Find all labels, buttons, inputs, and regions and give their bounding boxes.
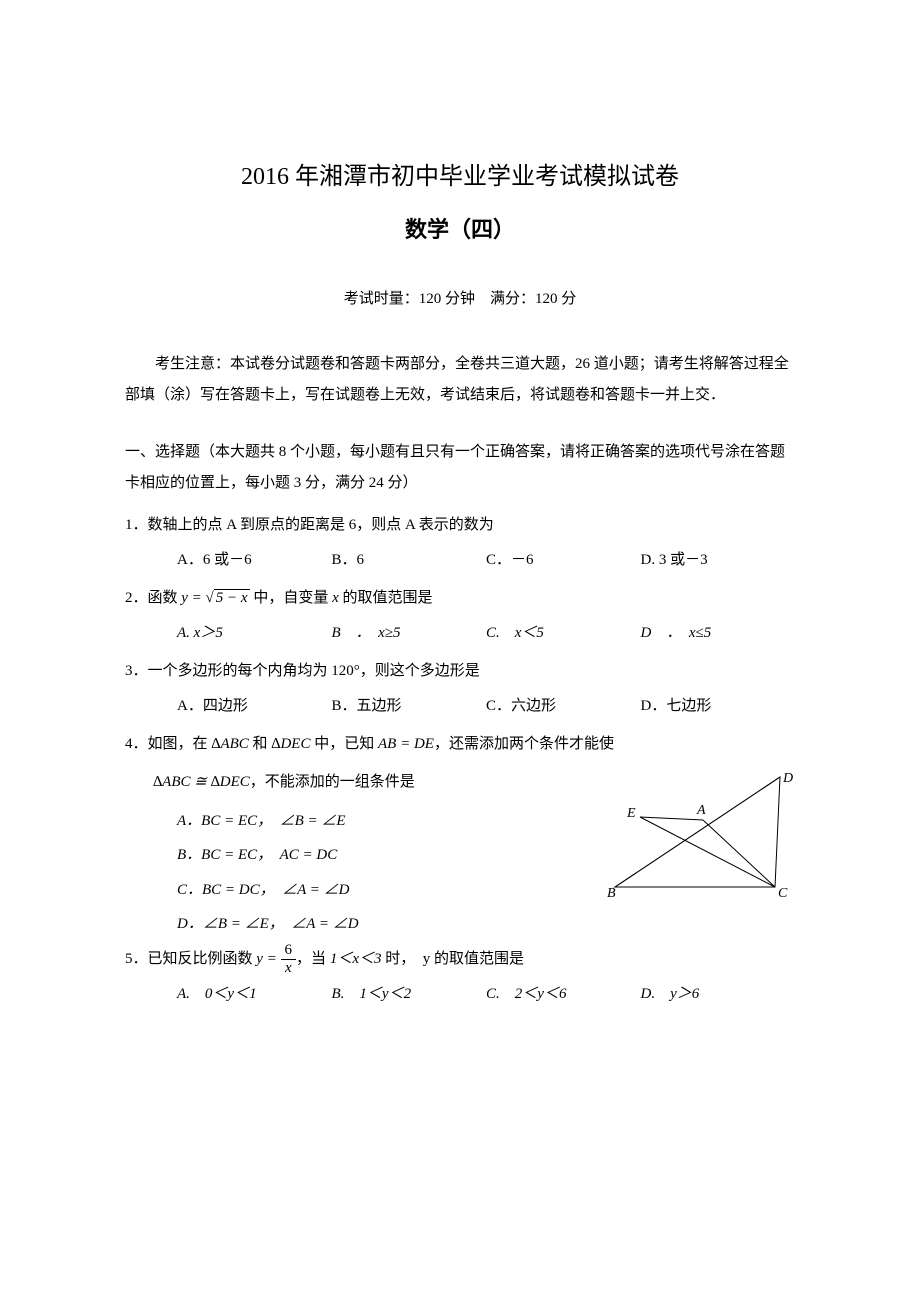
q5-option-c: C. 2＜y＜6 bbox=[486, 980, 641, 1009]
q5-end: 时， y 的取值范围是 bbox=[381, 951, 524, 967]
q1-option-b: B．6 bbox=[332, 546, 487, 575]
q4-option-d: D．∠B = ∠E， ∠A = ∠D bbox=[125, 907, 795, 942]
q5-mid: ，当 bbox=[296, 951, 330, 967]
question-1-options: A．6 或－6 B．6 C．－6 D. 3 或－3 bbox=[125, 546, 795, 575]
svg-text:D: D bbox=[782, 772, 793, 786]
svg-text:C: C bbox=[778, 886, 788, 901]
exam-info: 考试时量：120 分钟 满分：120 分 bbox=[125, 285, 795, 314]
q1-option-d: D. 3 或－3 bbox=[641, 546, 796, 575]
q4-congruent: ∆ABC ≅ ∆DEC bbox=[153, 774, 250, 790]
q5-option-a: A. 0＜y＜1 bbox=[177, 980, 332, 1009]
q1-option-c: C．－6 bbox=[486, 546, 641, 575]
q3-option-a: A．四边形 bbox=[177, 692, 332, 721]
question-4-container: 4．如图，在 ∆ABC 和 ∆DEC 中，已知 AB = DE，还需添加两个条件… bbox=[125, 727, 795, 942]
q2-text-end: 的取值范围是 bbox=[339, 590, 433, 606]
q5-prefix: 5．已知反比例函数 bbox=[125, 951, 256, 967]
q2-text-prefix: 2．函数 bbox=[125, 590, 181, 606]
question-4: 4．如图，在 ∆ABC 和 ∆DEC 中，已知 AB = DE，还需添加两个条件… bbox=[125, 727, 795, 762]
q2-option-b: B ． x≥5 bbox=[332, 619, 487, 648]
question-5: 5．已知反比例函数 y = 6x，当 1＜x＜3 时， y 的取值范围是 bbox=[125, 942, 795, 977]
question-3-options: A．四边形 B．五边形 C．六边形 D．七边形 bbox=[125, 692, 795, 721]
q3-option-d: D．七边形 bbox=[641, 692, 796, 721]
q4-prefix: 4．如图，在 bbox=[125, 736, 211, 752]
q4-end: ，还需添加两个条件才能使 bbox=[434, 736, 614, 752]
q3-option-b: B．五边形 bbox=[332, 692, 487, 721]
svg-text:E: E bbox=[626, 806, 636, 821]
q2-option-c: C. x＜5 bbox=[486, 619, 641, 648]
q2-option-d: D ． x≤5 bbox=[641, 619, 796, 648]
q4-line2-end: ，不能添加的一组条件是 bbox=[250, 774, 415, 790]
q2-formula: y = √5 − x bbox=[181, 589, 249, 606]
svg-text:A: A bbox=[696, 803, 706, 818]
question-5-options: A. 0＜y＜1 B. 1＜y＜2 C. 2＜y＜6 D. y＞6 bbox=[125, 980, 795, 1009]
notice-text: 考生注意：本试卷分试题卷和答题卡两部分，全卷共三道大题，26 道小题；请考生将解… bbox=[125, 349, 795, 412]
q4-mid2: 中，已知 bbox=[310, 736, 378, 752]
q2-var-x: x bbox=[332, 590, 339, 606]
question-3: 3．一个多边形的每个内角均为 120°，则这个多边形是 bbox=[125, 654, 795, 689]
page-subtitle: 数学（四） bbox=[125, 209, 795, 251]
question-2-options: A. x＞5 B ． x≥5 C. x＜5 D ． x≤5 bbox=[125, 619, 795, 648]
q5-formula: y = 6x bbox=[256, 951, 296, 967]
q2-text-suffix: 中，自变量 bbox=[250, 590, 333, 606]
q4-dec: ∆DEC bbox=[271, 736, 310, 752]
q1-option-a: A．6 或－6 bbox=[177, 546, 332, 575]
q4-abc: ∆ABC bbox=[211, 736, 249, 752]
page-title: 2016 年湘潭市初中毕业学业考试模拟试卷 bbox=[125, 155, 795, 201]
q4-mid1: 和 bbox=[249, 736, 272, 752]
q4-abde: AB = DE bbox=[378, 736, 434, 752]
q3-option-c: C．六边形 bbox=[486, 692, 641, 721]
svg-text:B: B bbox=[607, 886, 616, 901]
question-1: 1．数轴上的点 A 到原点的距离是 6，则点 A 表示的数为 bbox=[125, 508, 795, 543]
section-1-heading: 一、选择题（本大题共 8 个小题，每小题有且只有一个正确答案，请将正确答案的选项… bbox=[125, 437, 795, 500]
q5-range: 1＜x＜3 bbox=[330, 951, 382, 967]
q2-option-a: A. x＞5 bbox=[177, 619, 332, 648]
question-2: 2．函数 y = √5 − x 中，自变量 x 的取值范围是 bbox=[125, 581, 795, 616]
triangle-diagram: B C D E A bbox=[605, 772, 805, 902]
q5-option-d: D. y＞6 bbox=[641, 980, 796, 1009]
q5-option-b: B. 1＜y＜2 bbox=[332, 980, 487, 1009]
